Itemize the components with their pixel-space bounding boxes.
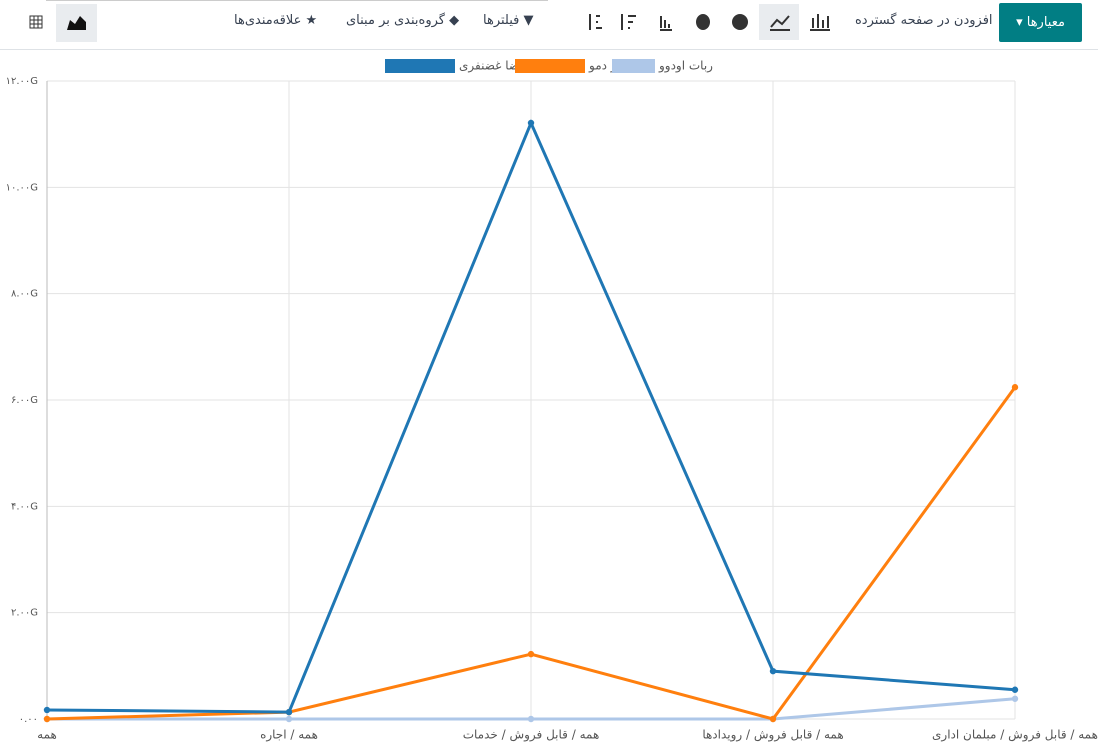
insert-spreadsheet[interactable]: افزودن در صفحه گسترده	[855, 13, 993, 28]
x-tick-label: همه / قابل فروش / خدمات	[463, 728, 600, 743]
chart: ۰.۰۰ ۲.۰۰G ۴.۰۰G ۶.۰۰G ۸.۰۰G ۱۰.۰۰G ۱۲.۰۰G همه ه…	[6, 59, 1098, 743]
pivot-icon[interactable]	[29, 15, 43, 29]
y-tick-label: ۰.۰۰	[19, 714, 38, 725]
sort-desc-icon[interactable]	[621, 14, 636, 30]
filters-label: فیلترها	[483, 13, 520, 28]
x-tick-label: همه / قابل فروش / رویدادها	[702, 728, 843, 743]
line-chart-icon[interactable]	[770, 15, 790, 31]
data-point	[1011, 695, 1019, 702]
top-rule	[46, 0, 548, 1]
data-point	[1011, 384, 1019, 391]
favorites-label: علاقه‌مندی‌ها	[234, 13, 302, 28]
legend-label: ربات اودوو	[658, 59, 713, 74]
favorites[interactable]: ★ علاقه‌مندی‌ها	[234, 13, 318, 28]
y-tick-label: ۸.۰۰G	[11, 289, 38, 300]
y-tick-label: ۱۲.۰۰G	[6, 76, 38, 87]
measures-button[interactable]: معیارها ▾	[999, 3, 1082, 42]
data-point	[527, 650, 535, 658]
button-label: معیارها	[1026, 15, 1065, 30]
data-point	[285, 708, 293, 716]
y-tick-label: ۶.۰۰G	[11, 395, 38, 406]
pie-icon[interactable]	[732, 14, 748, 30]
toolbar-border	[0, 49, 1098, 50]
data-point	[285, 715, 293, 723]
group-by[interactable]: ◆ گروه‌بندی بر مبنای	[346, 13, 460, 28]
legend-swatch	[515, 59, 585, 73]
data-point	[769, 715, 777, 723]
x-tick-label: همه / قابل فروش / مبلمان اداری	[932, 728, 1098, 743]
stacked-icon[interactable]	[660, 16, 672, 31]
data-point	[43, 706, 51, 714]
y-tick-label: ۲.۰۰G	[11, 608, 38, 619]
x-tick-label: همه	[37, 728, 57, 742]
database-icon[interactable]	[696, 14, 710, 30]
filters[interactable]: ▼ فیلترها	[483, 13, 534, 28]
data-point	[1011, 686, 1019, 693]
group-by-label: گروه‌بندی بر مبنای	[346, 13, 445, 28]
x-tick-label: همه / اجاره	[260, 728, 318, 743]
data-point	[527, 119, 535, 127]
data-point	[769, 667, 777, 675]
sort-icon[interactable]	[589, 14, 602, 30]
toolbar-icons	[29, 4, 830, 42]
bar-chart-icon[interactable]	[810, 14, 830, 31]
legend-swatch	[385, 59, 455, 73]
area-icon[interactable]	[67, 16, 86, 30]
data-point	[527, 715, 535, 723]
legend-swatch	[612, 59, 655, 73]
y-tick-label: ۱۰.۰۰G	[6, 182, 38, 193]
y-tick-label: ۴.۰۰G	[11, 501, 38, 512]
data-point	[43, 715, 51, 723]
